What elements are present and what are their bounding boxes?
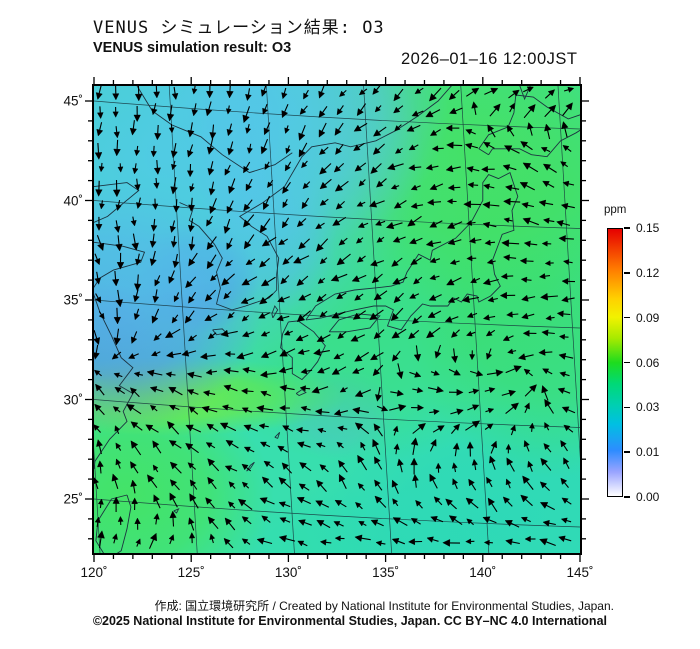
x-axis-tick-label: 125˚ [177, 565, 205, 580]
x-axis-tick-label: 130˚ [274, 565, 302, 580]
x-axis-tick-label: 120˚ [80, 565, 108, 580]
page-title-english: VENUS simulation result: O3 [93, 40, 292, 56]
colorbar-tick-label: 0.09 [636, 310, 660, 325]
colorbar-tick-label: 0.15 [636, 221, 660, 235]
timestamp-label: 2026–01–16 12:00JST [401, 50, 578, 68]
map-plot-area [91, 83, 582, 555]
colorbar-tick-label: 0.03 [636, 400, 660, 415]
colorbar-tick-label: 0.12 [636, 265, 660, 280]
colorbar-tick-mark [624, 496, 630, 498]
colorbar-tick-mark [624, 227, 630, 229]
x-axis-tick-label: 135˚ [372, 565, 400, 580]
y-axis-tick-label: 40˚ [63, 193, 83, 208]
y-axis-tick-label: 25˚ [63, 491, 83, 507]
colorbar-tick-label: 0.06 [636, 355, 660, 370]
colorbar-tick-mark [624, 316, 630, 319]
colorbar-tick-mark [624, 451, 630, 453]
colorbar-tick-mark [624, 361, 630, 364]
page-title-japanese: VENUS シミュレーション結果: O3 [93, 18, 385, 38]
y-axis-tick-label: 35˚ [63, 292, 83, 308]
credit-line-copyright: ©2025 National Institute for Environment… [92, 614, 607, 628]
y-axis-tick-label: 30˚ [63, 392, 83, 407]
colorbar-unit-label: ppm [604, 204, 627, 216]
o3-concentration-field [93, 85, 580, 553]
x-axis-tick-label: 140˚ [469, 565, 497, 580]
x-axis-tick-label: 145˚ [566, 565, 594, 580]
y-axis-tick-label: 45˚ [63, 93, 83, 109]
colorbar-tick-mark [624, 406, 630, 409]
colorbar-tick-label: 0.00 [636, 490, 660, 504]
colorbar-gradient [607, 228, 623, 497]
credit-line-created-by: 作成: 国立環境研究所 / Created by National Instit… [154, 599, 614, 613]
colorbar-tick-label: 0.01 [636, 445, 660, 460]
colorbar-tick-mark [624, 272, 630, 274]
